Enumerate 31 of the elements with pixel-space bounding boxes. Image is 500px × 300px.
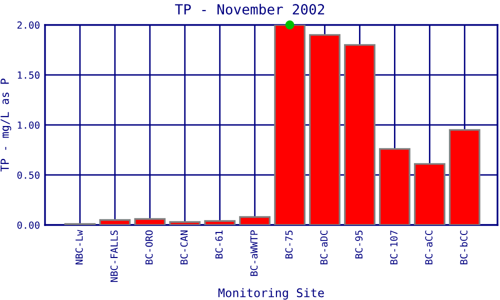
chart-title: TP - November 2002 [175, 4, 324, 15]
bar [448, 129, 480, 225]
x-tick-label: BC-61 [215, 230, 223, 258]
x-tick-label: BC-aDC [320, 230, 328, 264]
x-tick-label: BC-107 [390, 230, 398, 264]
bar [99, 219, 131, 225]
x-tick-label: BC-95 [355, 230, 363, 258]
y-tick-label: 0.00 [17, 222, 40, 229]
x-tick-label: BC-aCC [425, 230, 433, 264]
x-tick-label: NBC-Lw [75, 230, 83, 264]
x-tick-label: BC-75 [285, 230, 293, 258]
x-axis-title: Monitoring Site [218, 288, 324, 300]
x-tick-label: BC-aWWTP [250, 230, 258, 276]
bar [344, 44, 376, 225]
bar [204, 220, 236, 225]
x-tick-label: BC-ORO [145, 230, 153, 264]
y-tick-label: 1.50 [18, 71, 40, 79]
y-tick-label: 0.50 [17, 171, 40, 179]
x-tick-label: BC-CAN [180, 230, 188, 264]
bar [414, 163, 446, 225]
x-tick-label: BC-bCC [460, 230, 468, 264]
bar [378, 148, 410, 225]
bar [309, 34, 340, 225]
y-axis-title: TP - mg/L as P [0, 78, 12, 172]
y-tick-label: 2.00 [17, 21, 40, 29]
bar [134, 218, 166, 225]
y-tick-label: 1.00 [18, 121, 40, 129]
bar [274, 24, 306, 225]
x-tick-label: NBC-FALLS [110, 230, 118, 282]
bar [239, 216, 271, 225]
bar [169, 221, 201, 225]
